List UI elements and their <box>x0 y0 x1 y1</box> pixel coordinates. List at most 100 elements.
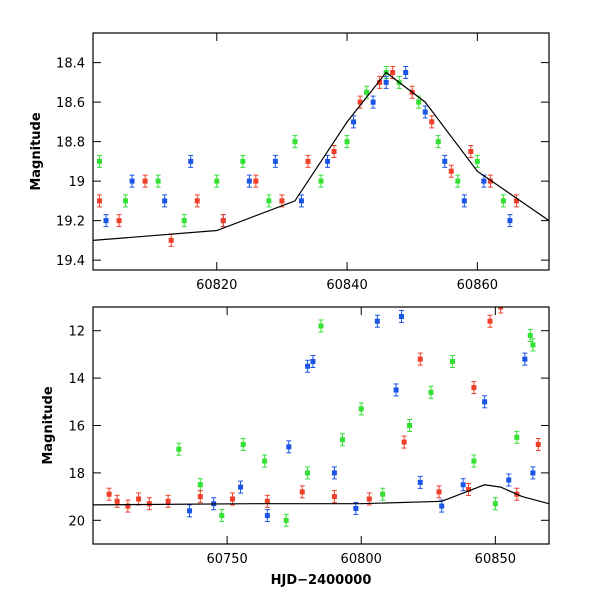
bottom-panel-point <box>176 442 182 456</box>
top-panel-y-tick-label: 19.4 <box>56 254 85 269</box>
top-panel-point <box>272 154 278 168</box>
bottom-panel-point <box>106 487 112 501</box>
bottom-panel-x-axis-label: HJD−2400000 <box>271 573 372 588</box>
bottom-panel-point <box>305 466 311 480</box>
bottom-panel-point <box>197 478 203 492</box>
bottom-panel-point <box>125 499 131 513</box>
bottom-panel-x-tick-label: 60800 <box>341 552 382 567</box>
bottom-panel-y-tick-label: 14 <box>68 372 85 387</box>
bottom-panel-point <box>353 501 359 515</box>
top-panel-point <box>513 194 519 208</box>
top-panel-point <box>181 214 187 228</box>
top-panel-point <box>188 154 194 168</box>
bottom-panel-point <box>165 494 171 508</box>
bottom-panel-point <box>318 319 324 333</box>
bottom-panel-point <box>358 402 364 416</box>
bottom-panel-point <box>283 513 289 527</box>
top-panel-point <box>442 154 448 168</box>
bottom-panel-point <box>514 430 520 444</box>
bottom-panel-point <box>219 509 225 523</box>
top-panel-point <box>168 233 174 247</box>
bottom-panel-point <box>146 497 152 511</box>
top-panel-point <box>351 115 357 129</box>
bottom-panel-point <box>449 355 455 369</box>
top-panel-point <box>305 154 311 168</box>
bottom-panel-point <box>530 466 536 480</box>
bottom-panel-point <box>417 475 423 489</box>
top-panel-point <box>507 214 513 228</box>
bottom-panel-point <box>522 352 528 366</box>
bottom-panel-point <box>471 454 477 468</box>
bottom-panel-point <box>492 497 498 511</box>
bottom-panel-point <box>407 419 413 432</box>
bottom-panel-point <box>527 328 533 342</box>
bottom-panel-y-tick-label: 12 <box>68 325 85 340</box>
bottom-panel-y-tick-label: 20 <box>68 514 85 529</box>
top-panel-point <box>266 194 272 208</box>
top-panel-y-tick-label: 19.2 <box>56 215 85 230</box>
top-panel-point <box>422 105 428 119</box>
bottom-panel-point <box>339 433 345 447</box>
top-panel-point <box>487 174 493 188</box>
top-panel-point <box>500 194 506 208</box>
bottom-panel-point <box>229 492 235 506</box>
bottom-panel-point <box>482 395 488 409</box>
bottom-panel-point <box>299 485 305 499</box>
bottom-panel-point <box>506 473 512 487</box>
bottom-panel-model-curve <box>93 484 549 506</box>
bottom-panel-point <box>374 314 380 328</box>
bottom-panel-point <box>264 494 270 508</box>
top-panel-frame <box>92 32 550 271</box>
top-panel-point <box>455 174 461 188</box>
bottom-panel: 60750 60800 60850 12 14 16 18 20 Magnitude HJD−… <box>41 306 550 588</box>
bottom-panel-point <box>530 338 536 352</box>
top-panel-y-tick-label: 18.6 <box>56 96 85 111</box>
bottom-panel-ticks: 60750 60800 60850 12 14 16 18 20 <box>68 307 549 567</box>
top-panel-point <box>468 145 474 158</box>
bottom-panel-point <box>240 437 246 451</box>
top-panel-point <box>318 174 324 188</box>
top-panel-point <box>253 174 259 188</box>
bottom-panel-point <box>114 494 120 508</box>
bottom-panel-points <box>106 307 541 527</box>
bottom-panel-point <box>136 492 142 506</box>
top-panel-point <box>194 194 200 208</box>
top-panel-point <box>129 174 135 188</box>
top-panel-point <box>97 154 103 168</box>
top-panel-x-tick-label: 60860 <box>457 278 498 293</box>
top-panel-point <box>279 194 285 208</box>
bottom-panel-point <box>331 466 337 480</box>
bottom-panel-point <box>393 383 399 397</box>
bottom-panel-x-tick-label: 60750 <box>206 552 247 567</box>
bottom-panel-point <box>197 490 203 504</box>
bottom-panel-point <box>535 437 541 451</box>
bottom-panel-point <box>380 487 386 501</box>
top-panel-point <box>142 174 148 188</box>
top-panel-point <box>383 75 389 89</box>
top-panel-model-curve <box>93 71 549 241</box>
bottom-panel-x-tick-label: 60850 <box>475 552 516 567</box>
top-panel-point <box>116 214 122 228</box>
bottom-panel-point <box>310 355 316 369</box>
bottom-panel-point <box>398 309 404 323</box>
top-panel-point <box>448 164 454 178</box>
bottom-panel-point <box>498 307 504 314</box>
top-panel-point <box>377 75 383 89</box>
top-panel-point <box>474 154 480 168</box>
top-panel-point <box>403 66 409 79</box>
top-panel-points <box>97 66 519 247</box>
bottom-panel-point <box>401 435 407 449</box>
bottom-panel-point <box>187 504 193 518</box>
bottom-panel-point <box>286 440 292 454</box>
bottom-panel-point <box>471 381 477 395</box>
top-panel-x-tick-label: 60840 <box>326 278 367 293</box>
top-panel-y-tick-label: 18.8 <box>56 136 85 151</box>
top-panel-point <box>370 95 376 109</box>
top-panel-point <box>331 145 337 158</box>
top-panel: 60820 60840 60860 18.4 18.6 18.8 19 19.2 19.4 Ma… <box>29 32 550 293</box>
top-panel-point <box>155 174 161 188</box>
top-panel-ticks: 60820 60840 60860 18.4 18.6 18.8 19 19.2 19.4 <box>56 33 549 293</box>
top-panel-point <box>240 154 246 168</box>
bottom-panel-point <box>466 482 472 496</box>
